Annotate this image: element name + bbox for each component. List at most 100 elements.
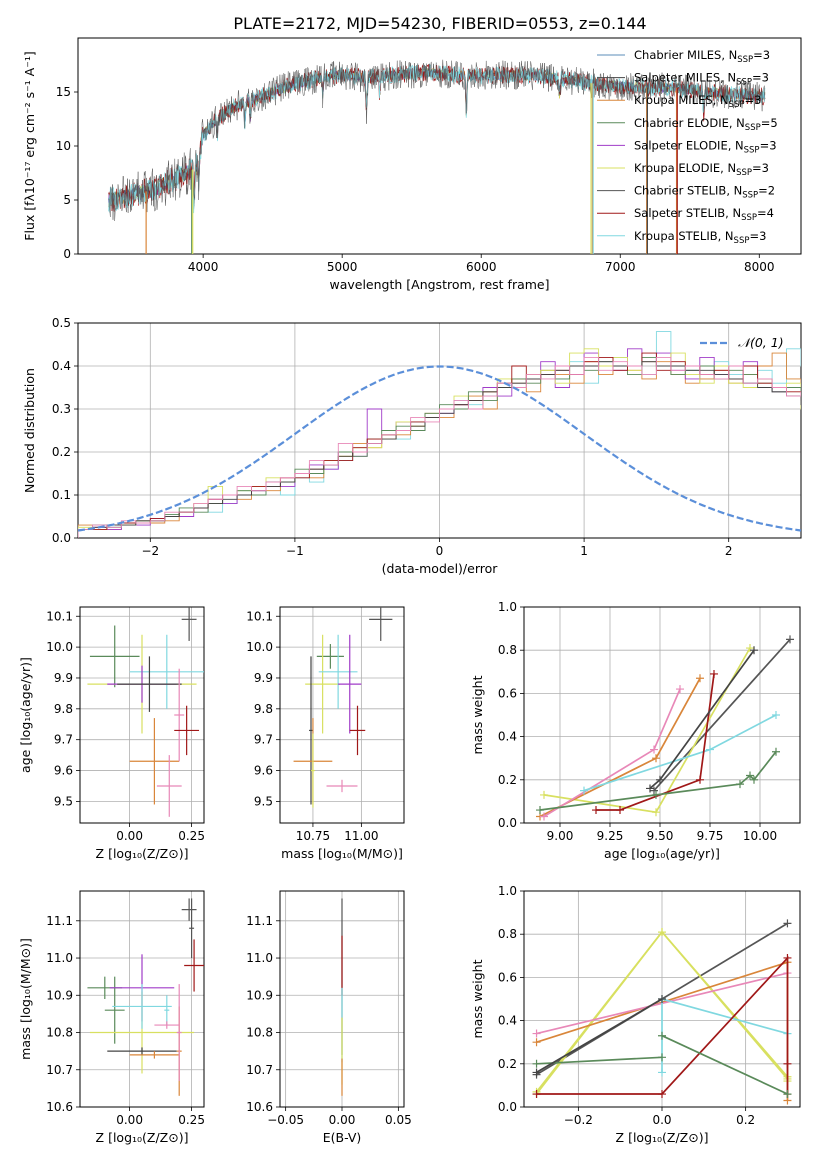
weight-marker	[676, 685, 684, 694]
legend-label-sub: SSP	[745, 123, 761, 133]
y-tick-label: 11.0	[46, 951, 73, 965]
x-tick-label: 0.25	[178, 829, 205, 843]
y-tick-label: 0.2	[52, 445, 71, 459]
gaussian-curve	[78, 365, 801, 532]
errorbars	[87, 607, 204, 817]
weight-marker	[656, 775, 664, 784]
legend-label: Kroupa ELODIE, NSSP=3	[634, 161, 769, 178]
x-tick-label: 2	[725, 544, 733, 558]
axes-frame	[79, 606, 205, 824]
x-axis-label: age [log₁₀(age/yr)]	[604, 846, 720, 861]
spectrum-lines	[108, 59, 766, 254]
panel-weight-vs-z: −0.2 0.0 0.2 0.0 0.2 0.4 0.6 0.8 1.0 Z [log₁₀(Z/Z…	[470, 884, 801, 1145]
legend-label: Chabrier STELIB, NSSP=2	[634, 184, 775, 201]
panel-mass-vs-z: 0.00 0.25 10.6 10.7 10.8 10.9 11.0 11.1 Z [log₁₀…	[18, 890, 205, 1145]
y-tick-label: 10.0	[246, 640, 273, 654]
x-tick-label: 0.00	[116, 1113, 143, 1127]
weight-marker	[616, 806, 624, 815]
x-tick-label: 4000	[188, 260, 219, 274]
y-tick-label: 0.0	[498, 1100, 517, 1114]
weight-marker	[783, 919, 792, 928]
axes-frame	[279, 890, 405, 1108]
y-tick-label: 0.3	[52, 402, 71, 416]
y-tick-label: 10.8	[246, 1026, 273, 1040]
y-tick-label: 10.1	[246, 609, 273, 623]
weight-marker	[696, 674, 704, 683]
histogram-series	[78, 331, 801, 538]
x-tick-label: 1	[580, 544, 588, 558]
legend-label-sub: SSP	[736, 78, 752, 88]
weight-series	[661, 1034, 788, 1095]
legend-label-suffix: =3	[753, 48, 770, 62]
x-tick-label: 0.2	[736, 1113, 755, 1127]
legend-label: Salpeter STELIB, NSSP=4	[634, 206, 774, 223]
legend-label-main: Chabrier ELODIE, N	[634, 116, 745, 130]
weight-marker	[580, 786, 588, 795]
y-axis-label: age [log₁₀(age/yr)]	[18, 657, 33, 773]
weight-marker	[658, 1031, 666, 1040]
y-tick-label: 1.0	[498, 600, 517, 614]
y-tick-label: 9.9	[54, 671, 73, 685]
y-tick-label: 0.8	[498, 927, 517, 941]
x-axis-label: Z [log₁₀(Z/Z⊙)]	[96, 1130, 189, 1145]
spectrum-series	[108, 59, 766, 222]
histogram-series	[78, 352, 801, 538]
legend-label-main: Salpeter STELIB, N	[634, 206, 741, 220]
legend-label-suffix: =4	[757, 206, 774, 220]
legend-label-sub: SSP	[744, 145, 760, 155]
legend-label-main: Kroupa MILES, N	[634, 93, 729, 107]
weight-marker	[658, 928, 666, 937]
histogram-bars	[78, 331, 801, 538]
legend-label-sub: SSP	[736, 168, 752, 178]
weight-marker	[658, 1090, 666, 1099]
weight-marker	[532, 1068, 541, 1077]
histogram-series	[78, 348, 801, 538]
weight-marker	[652, 754, 660, 763]
axes-frame	[523, 606, 801, 824]
weight-marker	[532, 1090, 541, 1099]
y-tick-label: 15	[56, 85, 71, 99]
weight-marker	[652, 790, 660, 799]
y-tick-label: 10.9	[46, 988, 73, 1002]
y-tick-label: 11.1	[246, 914, 273, 928]
weight-series	[539, 751, 777, 811]
histogram-series	[78, 361, 801, 538]
y-tick-label: 9.7	[254, 733, 273, 747]
legend-label-sub: SSP	[729, 100, 745, 110]
x-axis-label: E(B-V)	[323, 1130, 362, 1145]
histogram-series	[78, 356, 801, 538]
weight-marker	[736, 780, 744, 789]
y-axis-label: Normed distribution	[22, 368, 37, 493]
legend-label: Chabrier ELODIE, NSSP=5	[634, 116, 778, 133]
y-tick-label: 5	[63, 193, 71, 207]
panel-residuals: −2 −1 0 1 2 0.0 0.1 0.2 0.3 0.4 0.5 (data-model)/er…	[22, 316, 802, 576]
y-tick-label: 0.4	[498, 1014, 517, 1028]
y-tick-label: 9.7	[54, 733, 73, 747]
legend-label: Kroupa STELIB, NSSP=3	[634, 229, 766, 246]
y-tick-label: 0.4	[52, 359, 71, 373]
panel-weight-vs-age: 9.00 9.25 9.50 9.75 10.00 0.0 0.2 0.4 0.6 0.8 1.0 a…	[470, 600, 801, 861]
weight-marker	[772, 711, 780, 719]
axes-frame	[77, 322, 802, 539]
weight-marker	[650, 745, 658, 754]
y-tick-label: 11.0	[246, 951, 273, 965]
y-axis-label: mass weight	[470, 959, 485, 1038]
weight-lines	[532, 919, 792, 1105]
y-tick-label: 10	[56, 139, 71, 153]
legend-label-main: Kroupa ELODIE, N	[634, 161, 736, 175]
weight-marker	[772, 747, 780, 756]
gaussian-legend-label: 𝒩(0, 1)	[738, 335, 784, 350]
x-tick-label: 9.00	[547, 829, 574, 843]
x-tick-label: −0.2	[564, 1113, 593, 1127]
y-tick-label: 0.2	[498, 1057, 517, 1071]
weight-marker	[783, 1090, 792, 1099]
weight-marker	[710, 669, 718, 678]
y-tick-label: 11.1	[46, 914, 73, 928]
weight-marker	[786, 635, 794, 644]
weight-marker	[658, 1053, 666, 1062]
y-tick-label: 10.9	[246, 988, 273, 1002]
x-axis-label: wavelength [Angstrom, rest frame]	[329, 277, 549, 292]
weight-marker	[540, 790, 548, 799]
weight-marker	[783, 953, 792, 962]
